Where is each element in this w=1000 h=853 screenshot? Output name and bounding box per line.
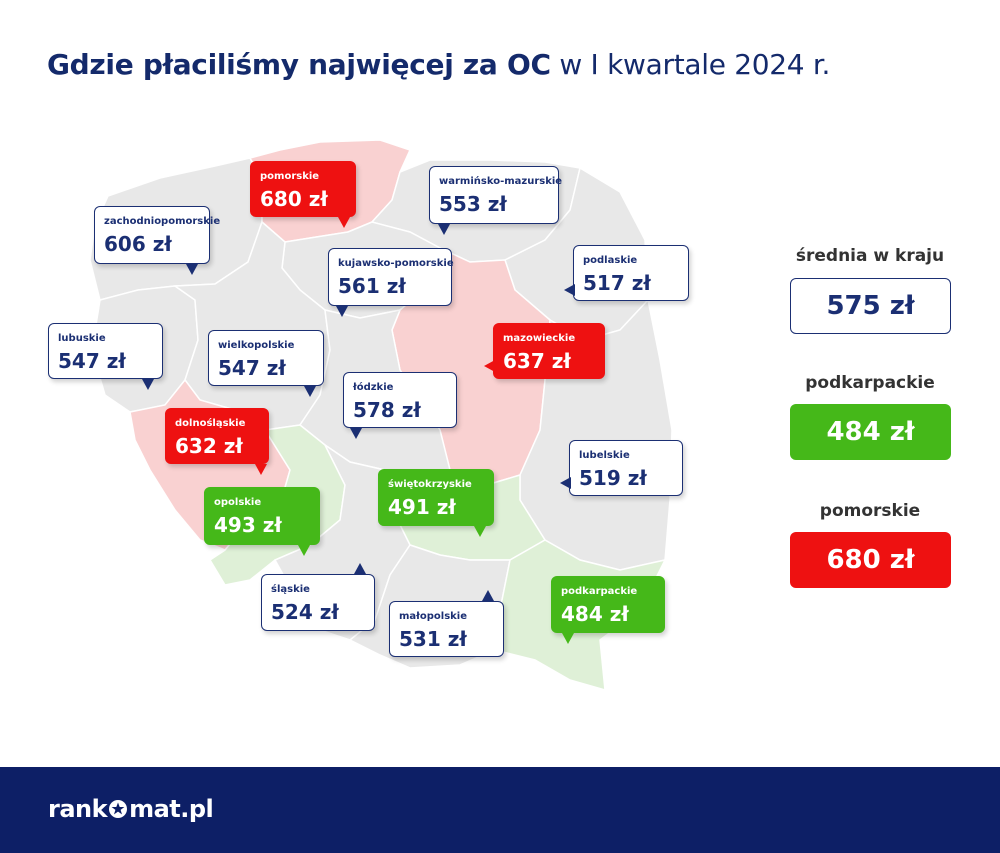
- region-price: 578 zł: [353, 398, 421, 422]
- title-rest: w I kwartale 2024 r.: [559, 48, 831, 81]
- region-price: 637 zł: [503, 349, 571, 373]
- callout-pointer: [336, 306, 348, 317]
- region-price: 553 zł: [439, 192, 507, 216]
- callout-lubelskie: lubelskie 519 zł: [569, 440, 683, 496]
- region-name: śląskie: [271, 584, 310, 595]
- region-name: zachodniopomorskie: [104, 216, 221, 227]
- callout-pointer: [474, 526, 486, 537]
- region-name: pomorskie: [260, 171, 320, 182]
- region-name: opolskie: [214, 497, 262, 508]
- region-price: 484 zł: [561, 602, 629, 626]
- average-label: średnia w kraju: [795, 246, 945, 266]
- callout-opolskie: opolskie 493 zł: [204, 487, 320, 545]
- region-price: 531 zł: [399, 627, 467, 651]
- callout-dolnoslaskie: dolnośląskie 632 zł: [165, 408, 269, 464]
- callout-podlaskie: podlaskie 517 zł: [573, 245, 689, 301]
- region-name: podlaskie: [583, 255, 638, 266]
- callout-pointer: [350, 428, 362, 439]
- callout-pointer: [186, 264, 198, 275]
- callout-pointer: [562, 633, 574, 644]
- region-price: 517 zł: [583, 271, 651, 295]
- callout-pointer: [304, 386, 316, 397]
- average-value: 575 zł: [790, 278, 951, 334]
- region-price: 561 zł: [338, 274, 406, 298]
- region-price: 547 zł: [58, 349, 126, 373]
- region-name: mazowieckie: [503, 333, 576, 344]
- rankomat-logo[interactable]: rank mat.pl: [48, 795, 214, 823]
- lowest-label: podkarpackie: [805, 373, 935, 393]
- callout-warminsko-mazurskie: warmińsko-mazurskie 553 zł: [429, 166, 563, 224]
- callout-pointer: [142, 379, 154, 390]
- logo-text-left: rank: [48, 795, 108, 823]
- region-price: 632 zł: [175, 434, 243, 458]
- callout-pointer: [482, 590, 494, 601]
- star-in-circle-icon: [109, 800, 128, 818]
- callout-malopolskie: małopolskie 531 zł: [389, 601, 504, 657]
- title-bold: Gdzie płaciliśmy najwięcej za OC: [47, 48, 551, 81]
- region-price: 680 zł: [260, 187, 328, 211]
- region-name: łódzkie: [353, 382, 394, 393]
- page-title: Gdzie płaciliśmy najwięcej za OC w I kwa…: [47, 48, 830, 81]
- callout-wielkopolskie: wielkopolskie 547 zł: [208, 330, 324, 386]
- callout-zachodniopomorskie: zachodniopomorskie 606 zł: [94, 206, 221, 264]
- region-price: 491 zł: [388, 495, 456, 519]
- region-name: małopolskie: [399, 611, 468, 622]
- callout-pointer: [298, 545, 310, 556]
- callout-lubuskie: lubuskie 547 zł: [48, 323, 163, 379]
- region-price: 524 zł: [271, 600, 339, 624]
- callout-pointer: [338, 217, 350, 228]
- lowest-value: 484 zł: [790, 404, 951, 460]
- highest-value: 680 zł: [790, 532, 951, 588]
- region-price: 493 zł: [214, 513, 282, 537]
- region-price: 519 zł: [579, 466, 647, 490]
- callout-pointer: [438, 224, 450, 235]
- region-name: wielkopolskie: [218, 340, 295, 351]
- callout-pointer: [354, 563, 366, 574]
- callout-pointer: [255, 464, 267, 475]
- callout-swietokrzyskie: świętokrzyskie 491 zł: [378, 469, 494, 526]
- region-name: lubuskie: [58, 333, 106, 344]
- callout-lodzkie: łódzkie 578 zł: [343, 372, 457, 428]
- highest-label: pomorskie: [819, 501, 921, 521]
- callout-mazowieckie: mazowieckie 637 zł: [493, 323, 605, 379]
- region-name: dolnośląskie: [175, 418, 246, 429]
- callout-pomorskie: pomorskie 680 zł: [250, 161, 356, 217]
- region-name: podkarpackie: [561, 586, 638, 597]
- callout-pointer: [564, 284, 575, 296]
- region-name: lubelskie: [579, 450, 630, 461]
- callout-slaskie: śląskie 524 zł: [261, 574, 375, 631]
- region-price: 606 zł: [104, 232, 172, 256]
- callout-pointer: [560, 477, 571, 489]
- region-name: świętokrzyskie: [388, 479, 472, 490]
- region-name: kujawsko-pomorskie: [338, 258, 454, 269]
- region-name: warmińsko-mazurskie: [439, 176, 563, 187]
- region-price: 547 zł: [218, 356, 286, 380]
- footer: rank mat.pl: [0, 767, 1000, 853]
- callout-podkarpackie: podkarpackie 484 zł: [551, 576, 665, 633]
- callout-pointer: [484, 360, 495, 372]
- logo-text-right: mat.pl: [129, 795, 214, 823]
- callout-kujawsko-pomorskie: kujawsko-pomorskie 561 zł: [328, 248, 454, 306]
